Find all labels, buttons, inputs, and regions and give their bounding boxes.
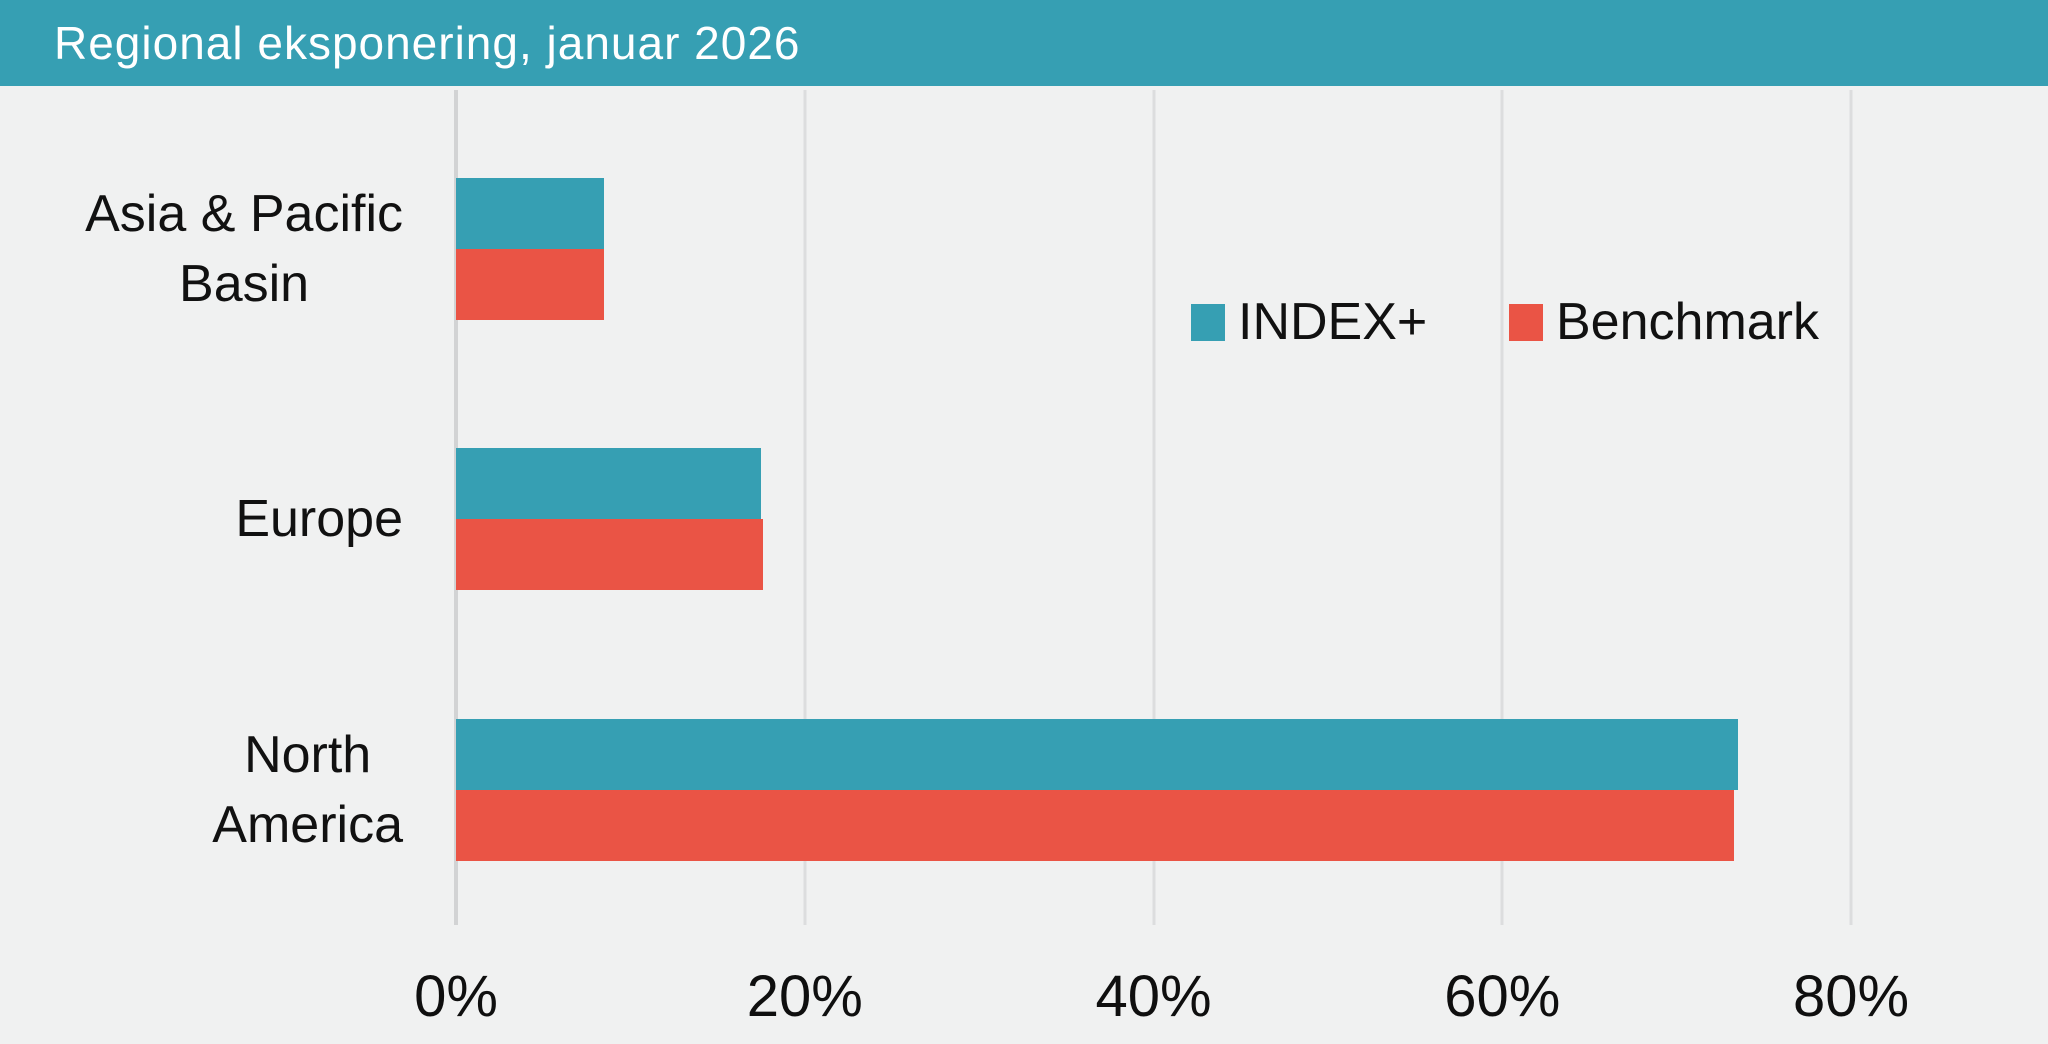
gridline-60 (1500, 90, 1504, 925)
x-tick-label-20: 20% (746, 964, 863, 1029)
bar-index-asia-pacific-basin (456, 178, 604, 249)
category-label-europe: Europe (235, 484, 403, 554)
x-tick-label-80: 80% (1792, 964, 1910, 1029)
legend-item-benchmark: Benchmark (1509, 293, 1819, 351)
x-tick-label-0: 0% (414, 964, 498, 1029)
legend-label-benchmark: Benchmark (1556, 293, 1819, 351)
gridline-40 (1152, 90, 1155, 925)
legend-swatch-index (1191, 303, 1225, 341)
gridline-20 (803, 90, 807, 925)
category-label-line: America (212, 796, 403, 854)
plot-area: 0% 20% 40% 60% 80% Asia & Pacific Basin Europe N… (0, 86, 2048, 1044)
legend-label-index: INDEX+ (1238, 293, 1428, 351)
category-label-line: North (244, 726, 372, 784)
category-label-line: Basin (179, 255, 310, 313)
category-label-line: Europe (235, 490, 403, 548)
bar-benchmark-north-america (456, 790, 1734, 861)
bar-index-north-america (456, 719, 1738, 790)
category-label-asia-pacific-basin: Asia & Pacific Basin (85, 179, 403, 319)
gridline-80 (1849, 90, 1853, 925)
legend-swatch-benchmark (1509, 303, 1543, 341)
category-label-north-america: North America (212, 720, 403, 860)
legend-item-index: INDEX+ (1191, 293, 1428, 351)
title-bar: Regional eksponering, januar 2026 (0, 0, 2048, 86)
category-label-line: Asia & Pacific (85, 185, 403, 243)
bar-benchmark-europe (456, 519, 763, 590)
chart-title: Regional eksponering, januar 2026 (54, 17, 801, 69)
x-tick-label-60: 60% (1444, 964, 1561, 1029)
bar-index-europe (456, 448, 761, 519)
bar-benchmark-asia-pacific-basin (456, 249, 604, 320)
x-tick-label-40: 40% (1095, 964, 1212, 1029)
